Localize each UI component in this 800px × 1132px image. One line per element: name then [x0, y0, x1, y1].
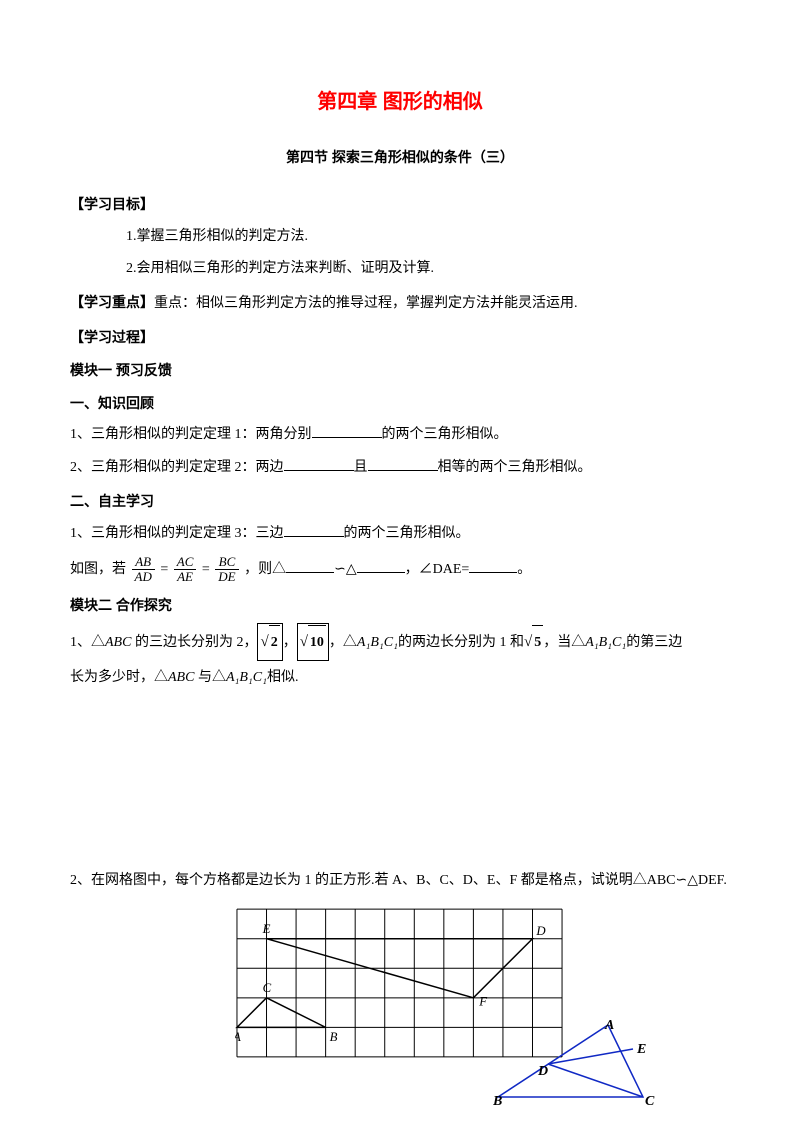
asfig-row: 如图，若 ABAD = ACAE = BCDE ，则△∽△，∠DAE=。 [70, 552, 730, 588]
review-header: 一、知识回顾 [70, 388, 730, 419]
focus-header: 【学习重点】 [70, 294, 154, 310]
label-A: A [604, 1019, 614, 1033]
chapter-title: 第四章 图形的相似 [70, 80, 730, 124]
fraction: ACAE [174, 555, 197, 585]
asfig-end: 。 [517, 562, 531, 577]
review1-pre: 1、三角形相似的判定定理 1：两角分别 [70, 427, 312, 442]
blank [284, 523, 344, 537]
review-item-1: 1、三角形相似的判定定理 1：两角分别 的两个三角形相似。 [70, 420, 730, 451]
sqrt-5: 5 [524, 624, 543, 660]
label-B: B [493, 1094, 502, 1109]
svg-text:B: B [330, 1031, 338, 1045]
blank [469, 559, 517, 573]
q1-h: 长为多少时，△ [70, 670, 168, 685]
spacer [70, 696, 730, 866]
review2-mid: 且 [354, 460, 368, 475]
goals-header: 【学习目标】 [70, 189, 730, 220]
question-1b: 长为多少时，△ABC 与△A₁B₁C₁相似. [70, 663, 730, 694]
q1-abc2: ABC [168, 670, 194, 685]
q1-d: ，△ [329, 635, 357, 650]
sqrt-2: 2 [257, 623, 282, 661]
module2-header: 模块二 合作探究 [70, 590, 730, 621]
selfstudy-item-1: 1、三角形相似的判定定理 3：三边 的两个三角形相似。 [70, 519, 730, 550]
fraction: BCDE [215, 555, 238, 585]
focus-row: 【学习重点】重点：相似三角形判定方法的推导过程，掌握判定方法并能灵活运用. [70, 287, 730, 320]
q1-j: 相似. [267, 670, 299, 685]
q1-f: ，当△ [543, 635, 585, 650]
q1-g: 的第三边 [626, 635, 682, 650]
q1-e: 的两边长分别为 1 和 [398, 635, 524, 650]
q1-b: 的三边长分别为 2， [131, 635, 257, 650]
svg-text:F: F [478, 995, 487, 1009]
blank [312, 424, 382, 438]
blank [284, 457, 354, 471]
process-header: 【学习过程】 [70, 322, 730, 353]
q1-a1b1c1c: A₁B₁C₁ [226, 670, 267, 685]
svg-text:D: D [535, 924, 546, 938]
label-D: D [537, 1064, 548, 1079]
blank [368, 457, 438, 471]
selfstudy-header: 二、自主学习 [70, 486, 730, 517]
fraction: ABAD [132, 555, 155, 585]
asfig-then: ，则△ [244, 562, 286, 577]
s1-post: 的两个三角形相似。 [344, 526, 470, 541]
sqrt-10: 10 [297, 623, 329, 661]
focus-text: 重点：相似三角形判定方法的推导过程，掌握判定方法并能灵活运用. [154, 296, 578, 311]
review2-pre: 2、三角形相似的判定定理 2：两边 [70, 460, 284, 475]
label-E: E [636, 1042, 646, 1057]
q1-i: 与△ [194, 670, 226, 685]
svg-text:C: C [263, 981, 272, 995]
label-C: C [645, 1094, 655, 1109]
q1-a1b1c1: A₁B₁C₁ [357, 635, 398, 650]
review2-post: 相等的两个三角形相似。 [438, 460, 592, 475]
asfig-sim: ∽△ [334, 562, 357, 577]
blank [357, 559, 405, 573]
review-item-2: 2、三角形相似的判定定理 2：两边 且 相等的两个三角形相似。 [70, 453, 730, 484]
q1-a1b1c1b: A₁B₁C₁ [585, 635, 626, 650]
question-2: 2、在网格图中，每个方格都是边长为 1 的正方形.若 A、B、C、D、E、F 都… [70, 866, 730, 897]
s1-pre: 1、三角形相似的判定定理 3：三边 [70, 526, 284, 541]
blank [286, 559, 334, 573]
q1-a: 1、△ [70, 635, 105, 650]
q1-abc: ABC [105, 635, 131, 650]
question-1: 1、△ABC 的三边长分别为 2，2，10，△A₁B₁C₁的两边长分别为 1 和… [70, 623, 730, 661]
svg-text:E: E [262, 922, 271, 936]
asfig-comma: ，∠DAE= [405, 562, 470, 577]
section-title: 第四节 探索三角形相似的条件（三） [70, 142, 730, 173]
q1-c: ， [283, 635, 297, 650]
goal-2: 2.会用相似三角形的判定方法来判断、证明及计算. [70, 254, 730, 285]
goal-1: 1.掌握三角形相似的判定方法. [70, 222, 730, 253]
module1-header: 模块一 预习反馈 [70, 355, 730, 386]
review1-post: 的两个三角形相似。 [382, 427, 508, 442]
svg-text:A: A [235, 1031, 241, 1045]
asfig-pre: 如图，若 [70, 562, 130, 577]
triangle-figure: A B C D E [493, 1019, 658, 1109]
